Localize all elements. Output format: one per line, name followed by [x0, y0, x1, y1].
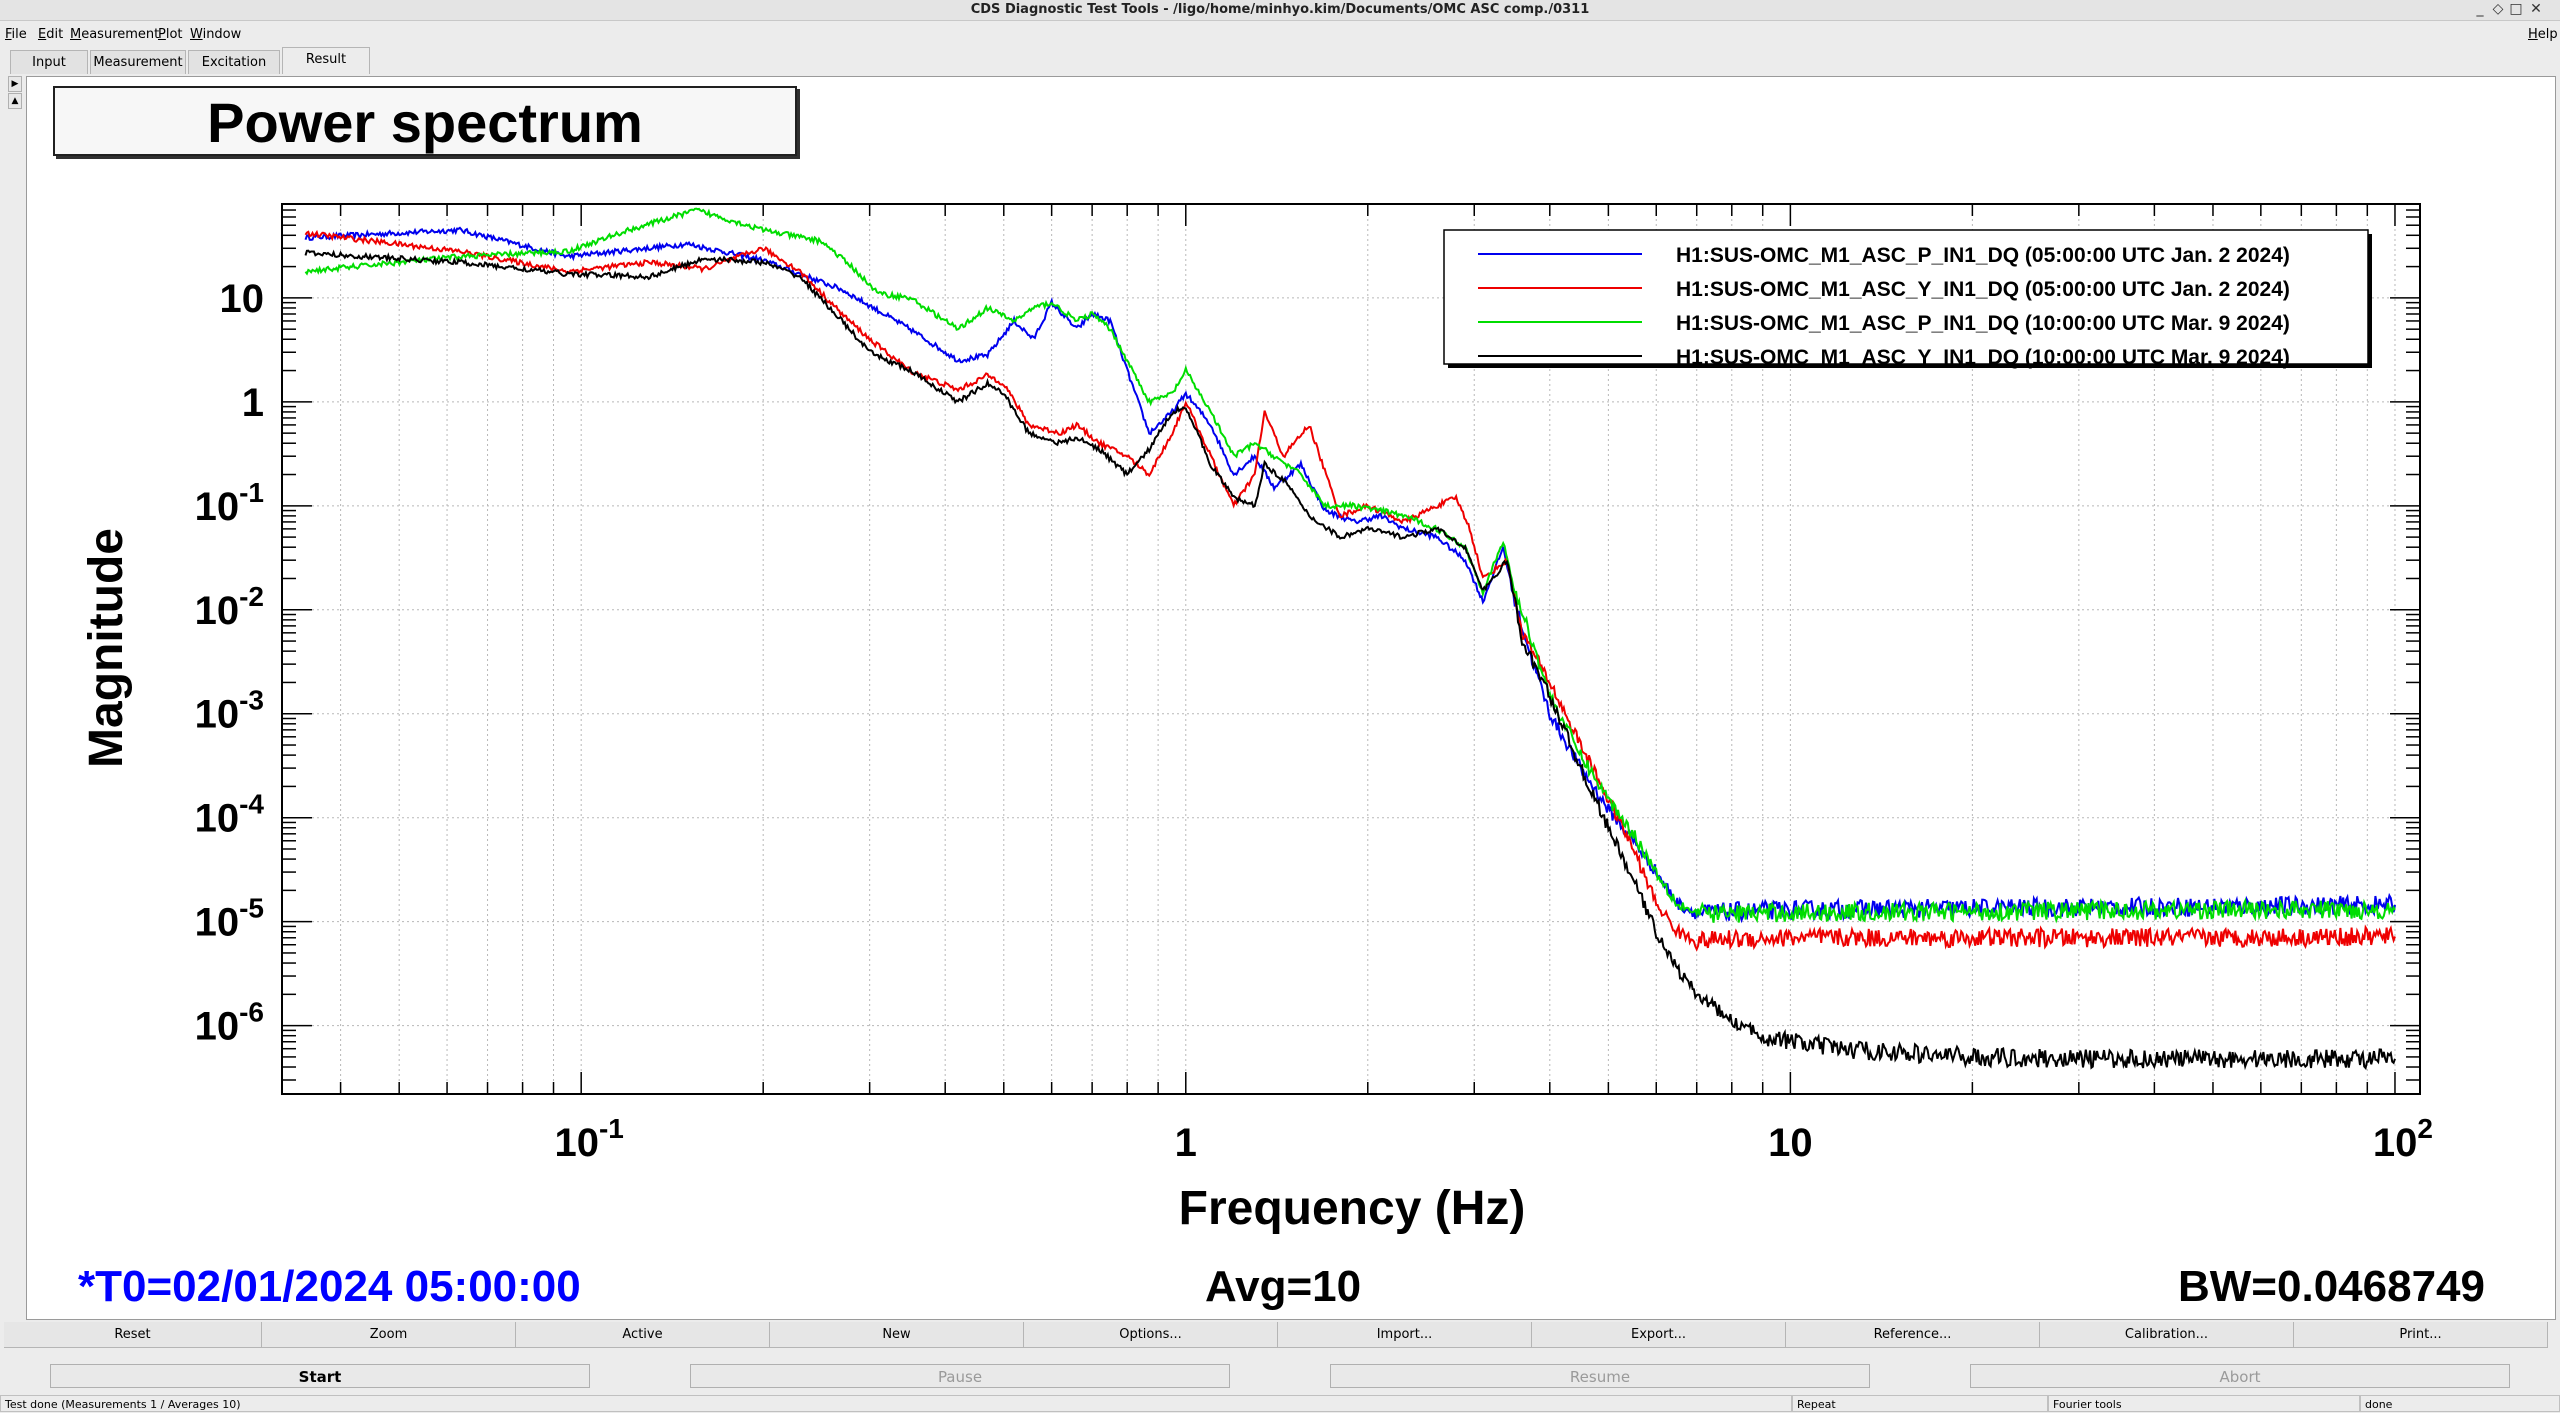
menu-help[interactable]: Help [2528, 27, 2558, 42]
t0-label: *T0=02/01/2024 05:00:00 [78, 1262, 581, 1311]
avg-label: Avg=10 [1205, 1262, 1362, 1311]
bw-label: BW=0.0468749 [2178, 1262, 2485, 1311]
menu-plot[interactable]: Plot [158, 27, 183, 42]
legend-label-3: H1:SUS-OMC_M1_ASC_P_IN1_DQ (10:00:00 UTC… [1676, 312, 2290, 335]
y-tick-label: 10-6 [195, 997, 264, 1049]
pause-button[interactable]: Pause [690, 1364, 1230, 1388]
menu-edit[interactable]: Edit [38, 27, 64, 42]
import-button[interactable]: Import... [1278, 1322, 1532, 1348]
x-axis-label: Frequency (Hz) [1179, 1182, 1526, 1235]
menu-bar: File Edit Measurement Plot Window Help [0, 22, 2560, 46]
measurement-control-row: Start Pause Resume Abort [0, 1364, 2560, 1388]
plot-title-box: Power spectrum [53, 86, 797, 156]
collapse-arrow-icon[interactable]: ▲ [8, 93, 22, 109]
plot-frame [281, 203, 2421, 1095]
expand-arrow-icon[interactable]: ▶ [8, 76, 22, 92]
minimize-icon[interactable]: _ [2476, 1, 2484, 17]
y-axis-label: Magnitude [80, 528, 133, 768]
y-tick-label: 1 [242, 381, 264, 425]
close-icon[interactable]: ✕ [2530, 1, 2542, 17]
start-button[interactable]: Start [50, 1364, 590, 1388]
window-title: CDS Diagnostic Test Tools - /ligo/home/m… [970, 2, 1590, 17]
y-tick-label: 10-3 [195, 685, 264, 737]
active-button[interactable]: Active [516, 1322, 770, 1348]
new-button[interactable]: New [770, 1322, 1024, 1348]
y-tick-label: 10-5 [195, 893, 264, 945]
restore-icon[interactable]: ◇ [2492, 1, 2504, 17]
status-message: Test done (Measurements 1 / Averages 10) [0, 1395, 1792, 1412]
options-button[interactable]: Options... [1024, 1322, 1278, 1348]
y-tick-label: 10-2 [195, 581, 264, 633]
tab-result[interactable]: Result [282, 47, 370, 74]
legend-label-4: H1:SUS-OMC_M1_ASC_Y_IN1_DQ (10:00:00 UTC… [1676, 346, 2290, 369]
x-tick-label: 1 [1175, 1121, 1197, 1165]
legend-label-1: H1:SUS-OMC_M1_ASC_P_IN1_DQ (05:00:00 UTC… [1676, 244, 2290, 267]
abort-button[interactable]: Abort [1970, 1364, 2510, 1388]
resume-button[interactable]: Resume [1330, 1364, 1870, 1388]
menu-measurement[interactable]: Measurement [70, 27, 160, 42]
print-button[interactable]: Print... [2294, 1322, 2548, 1348]
tab-excitation[interactable]: Excitation [188, 50, 280, 74]
y-tick-label: 10 [220, 277, 265, 321]
y-tick-label: 10-1 [195, 477, 264, 529]
x-tick-label: 102 [2373, 1113, 2433, 1165]
status-tools: Fourier tools [2048, 1395, 2360, 1412]
x-tick-label: 10-1 [554, 1113, 623, 1165]
window-titlebar: CDS Diagnostic Test Tools - /ligo/home/m… [0, 0, 2560, 21]
calibration-button[interactable]: Calibration... [2040, 1322, 2294, 1348]
legend-label-2: H1:SUS-OMC_M1_ASC_Y_IN1_DQ (05:00:00 UTC… [1676, 278, 2290, 301]
tab-measurement[interactable]: Measurement [90, 50, 186, 74]
status-repeat: Repeat [1792, 1395, 2048, 1412]
series-line-2 [304, 229, 2396, 952]
reset-button[interactable]: Reset [4, 1322, 262, 1348]
series-line-4 [304, 249, 2396, 1071]
plot-title: Power spectrum [207, 91, 643, 154]
menu-window[interactable]: Window [190, 27, 242, 42]
x-tick-label: 10 [1768, 1121, 1813, 1165]
zoom-button[interactable]: Zoom [262, 1322, 516, 1348]
menu-file[interactable]: File [5, 27, 27, 42]
power-spectrum-chart[interactable]: 10-1 1 10 102 10-6 10-5 10-4 10-3 10-2 10-1 1 10 Fre… [0, 0, 2560, 1320]
maximize-icon[interactable]: □ [2509, 1, 2523, 17]
y-tick-label: 10-4 [195, 789, 265, 841]
plot-button-row: Reset Zoom Active New Options... Import.… [0, 1322, 2560, 1348]
tab-input[interactable]: Input [10, 50, 88, 74]
series-line-3 [304, 207, 2396, 924]
reference-button[interactable]: Reference... [1786, 1322, 2040, 1348]
export-button[interactable]: Export... [1532, 1322, 1786, 1348]
status-bar: Test done (Measurements 1 / Averages 10)… [0, 1394, 2560, 1413]
legend-box [1443, 229, 2369, 365]
status-state: done [2360, 1395, 2560, 1412]
